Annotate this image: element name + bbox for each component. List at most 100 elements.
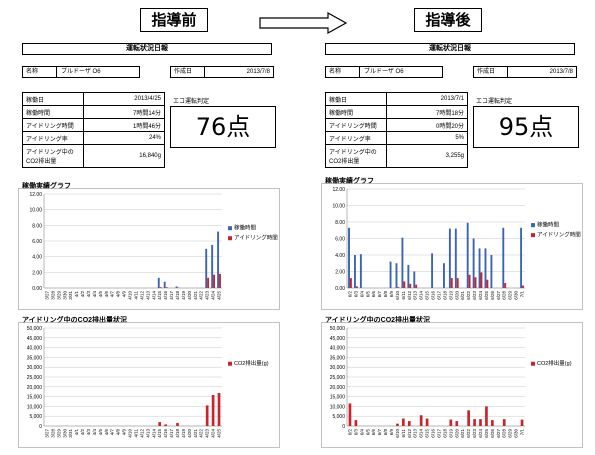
x-tick-label: 4/24 bbox=[211, 429, 216, 438]
after-date-field: 作成日 2013/7/8 bbox=[473, 66, 577, 78]
y-tick-label: 5,000 bbox=[332, 414, 345, 420]
y-tick-label: 12.00 bbox=[332, 187, 345, 193]
x-tick-label: 6/8 bbox=[383, 291, 388, 298]
x-tick-label: 6/16 bbox=[431, 291, 436, 300]
bar bbox=[454, 228, 457, 288]
x-tick-label: 4/23 bbox=[205, 291, 210, 300]
after-stat-value: 7時間18分 bbox=[386, 105, 468, 119]
x-tick-label: 6/18 bbox=[442, 291, 447, 300]
x-tick-label: 4/5 bbox=[98, 429, 103, 436]
y-tick-label: 40,000 bbox=[27, 346, 43, 352]
legend-label: 稼働時間 bbox=[234, 224, 257, 232]
x-tick-label: 4/17 bbox=[169, 291, 174, 300]
bar bbox=[348, 403, 352, 426]
x-tick-label: 6/3 bbox=[353, 429, 358, 436]
legend-swatch bbox=[228, 236, 232, 241]
x-tick-label: 6/15 bbox=[425, 429, 430, 438]
after-name-label: 名称 bbox=[326, 67, 360, 77]
x-tick-label: 4/10 bbox=[128, 291, 133, 300]
x-tick-label: 4/4 bbox=[92, 429, 97, 436]
y-tick-label: 8.00 bbox=[32, 223, 42, 229]
x-tick-label: 6/21 bbox=[460, 291, 465, 300]
after-co2-chart: 0 5,000 10,000 15,000 20,000 25,000 30,000 35,0… bbox=[321, 322, 583, 448]
y-tick-label: 45,000 bbox=[330, 336, 346, 342]
x-tick-label: 6/27 bbox=[496, 429, 501, 438]
bar bbox=[456, 278, 459, 288]
y-tick-label: 35,000 bbox=[27, 355, 43, 361]
y-tick-label: 10,000 bbox=[27, 404, 43, 410]
bar bbox=[397, 287, 400, 288]
bar bbox=[407, 264, 410, 288]
x-tick-label: 4/1 bbox=[74, 291, 79, 298]
bar bbox=[413, 271, 416, 288]
x-tick-label: 4/3 bbox=[86, 429, 91, 436]
x-tick-label: 6/21 bbox=[460, 429, 465, 438]
y-tick-label: 40,000 bbox=[330, 346, 346, 352]
y-tick-label: 15,000 bbox=[330, 395, 346, 401]
x-tick-label: 3/30 bbox=[62, 429, 67, 438]
bar bbox=[490, 255, 493, 288]
x-tick-label: 4/1 bbox=[74, 429, 79, 436]
bar bbox=[520, 419, 524, 426]
x-tick-label: 4/22 bbox=[199, 429, 204, 438]
x-tick-label: 4/14 bbox=[151, 291, 156, 300]
x-tick-label: 6/22 bbox=[466, 291, 471, 300]
bar bbox=[450, 278, 453, 288]
chart-frame bbox=[321, 183, 583, 310]
x-tick-label: 4/9 bbox=[122, 291, 127, 298]
before-score: 76点 bbox=[170, 106, 276, 148]
legend-swatch bbox=[228, 361, 232, 366]
x-tick-label: 3/31 bbox=[68, 429, 73, 438]
y-tick-label: 4.00 bbox=[335, 253, 345, 259]
after-chart2-title: アイドリング中のCO2排出量状況 bbox=[325, 317, 431, 324]
y-tick-label: 30,000 bbox=[27, 365, 43, 371]
bar bbox=[478, 248, 481, 288]
bar bbox=[176, 423, 179, 426]
x-tick-label: 6/12 bbox=[407, 291, 412, 300]
y-tick-label: 50,000 bbox=[330, 326, 346, 332]
x-tick-label: 6/4 bbox=[359, 291, 364, 298]
y-tick-label: 0 bbox=[342, 424, 345, 430]
x-tick-label: 4/16 bbox=[163, 429, 168, 438]
x-tick-label: 6/10 bbox=[395, 291, 400, 300]
x-tick-label: 6/11 bbox=[401, 429, 406, 438]
bar bbox=[402, 418, 405, 426]
after-chart1-title: 稼働実績グラフ bbox=[325, 178, 374, 185]
legend-label: 稼働時間 bbox=[537, 221, 560, 229]
x-tick-label: 6/20 bbox=[454, 291, 459, 300]
x-tick-label: 4/25 bbox=[217, 429, 222, 438]
y-tick-label: 20,000 bbox=[27, 385, 43, 391]
y-tick-label: 10.00 bbox=[332, 204, 345, 210]
y-tick-label: 45,000 bbox=[27, 336, 43, 342]
bar bbox=[431, 253, 434, 288]
x-tick-label: 4/15 bbox=[157, 291, 162, 300]
before-stat-label: 稼働時間 bbox=[22, 105, 84, 119]
y-tick-label: 25,000 bbox=[27, 375, 43, 381]
before-eco-label: エコ運転判定 bbox=[173, 99, 210, 105]
after-stat-value: 5% bbox=[386, 131, 468, 145]
x-tick-label: 6/22 bbox=[466, 429, 471, 438]
x-tick-label: 4/13 bbox=[145, 291, 150, 300]
x-tick-label: 6/26 bbox=[490, 429, 495, 438]
bar bbox=[355, 286, 358, 288]
after-eco-label: エコ運転判定 bbox=[476, 99, 513, 105]
x-tick-label: 4/19 bbox=[181, 291, 186, 300]
y-tick-label: 4.00 bbox=[32, 255, 42, 261]
x-tick-label: 6/28 bbox=[502, 429, 507, 438]
bar bbox=[486, 279, 489, 288]
legend-label: アイドリング時間 bbox=[234, 234, 278, 242]
bar bbox=[213, 274, 215, 288]
x-tick-label: 6/25 bbox=[484, 291, 489, 300]
x-tick-label: 4/9 bbox=[122, 429, 127, 436]
y-tick-label: 12.00 bbox=[29, 192, 42, 198]
x-tick-label: 4/11 bbox=[133, 291, 138, 300]
x-tick-label: 7/1 bbox=[520, 429, 525, 436]
bar bbox=[407, 421, 411, 426]
x-tick-label: 4/5 bbox=[98, 291, 103, 298]
bar bbox=[159, 287, 162, 288]
bar bbox=[448, 228, 451, 288]
x-tick-label: 6/25 bbox=[484, 429, 489, 438]
bar bbox=[484, 248, 487, 288]
before-name-value: ブルドーザ O6 bbox=[61, 69, 101, 75]
legend-swatch bbox=[531, 361, 535, 366]
